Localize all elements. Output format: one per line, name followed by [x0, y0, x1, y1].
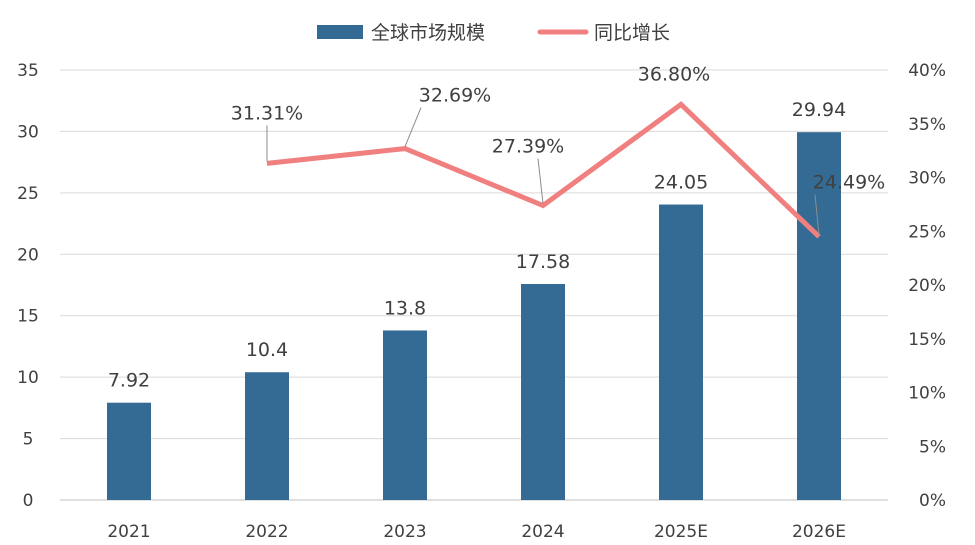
x-axis: 2021 2022 2023 2024 2025E 2026E: [107, 522, 846, 542]
left-axis: 0 5 10 15 20 25 30 35: [17, 61, 39, 511]
bar-data-label: 10.4: [246, 339, 288, 361]
y-right-tick-label: 35%: [908, 115, 946, 135]
growth-line: [266, 101, 821, 239]
y-left-tick-label: 35: [17, 61, 39, 81]
line-data-label: 36.80%: [638, 63, 710, 85]
x-tick-label: 2025E: [654, 522, 708, 542]
bar-data-label: 17.58: [516, 251, 570, 273]
right-axis: 0% 5% 10% 15% 20% 25% 30% 35% 40%: [908, 61, 946, 511]
y-right-tick-label: 30%: [908, 169, 946, 189]
bar-data-label: 29.94: [792, 99, 846, 121]
bar-data-label: 13.8: [384, 297, 426, 319]
line-data-label: 24.49%: [813, 172, 885, 194]
y-right-tick-label: 10%: [908, 384, 946, 404]
y-right-tick-label: 20%: [908, 276, 946, 296]
bar-data-label: 24.05: [654, 172, 708, 194]
x-tick-label: 2026E: [792, 522, 846, 542]
y-left-tick-label: 30: [17, 122, 39, 142]
legend: 全球市场规模 同比增长: [317, 22, 670, 44]
bar: [107, 402, 151, 500]
label-leader-line: [404, 107, 422, 147]
line-data-labels: 31.31% 32.69% 27.39% 36.80% 24.49%: [231, 63, 885, 235]
y-left-tick-label: 25: [17, 184, 39, 204]
legend-label-line: 同比增长: [594, 22, 670, 44]
legend-label-bar: 全球市场规模: [371, 22, 485, 44]
line-data-label: 31.31%: [231, 102, 303, 124]
y-left-tick-label: 10: [17, 368, 39, 388]
x-tick-label: 2024: [521, 522, 564, 542]
line-data-label: 32.69%: [419, 85, 491, 107]
bar: [521, 284, 565, 500]
bar: [383, 330, 427, 500]
bar-data-label: 7.92: [108, 370, 150, 392]
line-series: [266, 101, 821, 239]
x-tick-label: 2022: [245, 522, 288, 542]
y-right-tick-label: 15%: [908, 330, 946, 350]
line-data-label: 27.39%: [492, 136, 564, 158]
bar-series: [107, 132, 841, 500]
bar-data-labels: 7.92 10.4 13.8 17.58 24.05 29.94: [108, 99, 846, 392]
label-leader-line: [814, 194, 820, 235]
x-tick-label: 2023: [383, 522, 426, 542]
y-left-tick-label: 20: [17, 245, 39, 265]
y-right-tick-label: 0%: [919, 491, 946, 511]
bar: [797, 132, 841, 500]
legend-swatch-bar: [317, 25, 363, 39]
x-tick-label: 2021: [107, 522, 150, 542]
y-right-tick-label: 40%: [908, 61, 946, 81]
gridlines: [60, 69, 888, 501]
y-right-tick-label: 5%: [919, 437, 946, 457]
label-leader-line: [537, 158, 544, 204]
y-right-tick-label: 25%: [908, 222, 946, 242]
y-left-tick-label: 15: [17, 307, 39, 327]
bar: [245, 372, 289, 500]
bar: [659, 204, 703, 500]
y-left-tick-label: 0: [23, 491, 34, 511]
y-left-tick-label: 5: [23, 430, 34, 450]
